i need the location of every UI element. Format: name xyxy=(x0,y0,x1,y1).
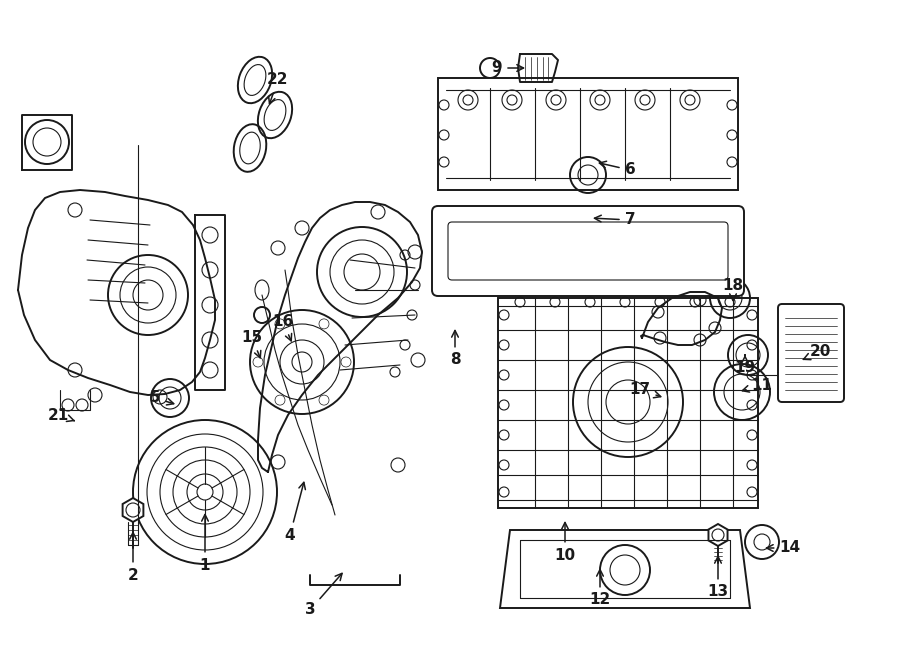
Text: 15: 15 xyxy=(241,330,263,358)
Text: 10: 10 xyxy=(554,522,576,563)
Text: 3: 3 xyxy=(305,573,342,618)
Text: 21: 21 xyxy=(48,408,75,422)
Text: 20: 20 xyxy=(804,344,831,359)
Polygon shape xyxy=(122,498,143,522)
Text: 4: 4 xyxy=(284,483,305,542)
Text: 8: 8 xyxy=(450,330,460,367)
Text: 6: 6 xyxy=(599,162,635,177)
Text: 9: 9 xyxy=(491,60,524,75)
Polygon shape xyxy=(498,298,758,508)
FancyBboxPatch shape xyxy=(778,304,844,402)
Text: 13: 13 xyxy=(707,557,729,600)
Text: 7: 7 xyxy=(595,213,635,228)
Text: 2: 2 xyxy=(128,532,139,583)
Text: 17: 17 xyxy=(629,383,661,398)
FancyBboxPatch shape xyxy=(448,222,728,280)
Text: 14: 14 xyxy=(767,540,801,555)
Polygon shape xyxy=(500,530,750,608)
Text: 12: 12 xyxy=(590,569,610,608)
FancyBboxPatch shape xyxy=(432,206,744,296)
Text: 19: 19 xyxy=(734,355,756,375)
Text: 22: 22 xyxy=(267,73,289,104)
Polygon shape xyxy=(708,524,727,546)
Text: 18: 18 xyxy=(723,277,743,301)
Text: 1: 1 xyxy=(200,514,211,573)
Text: 5: 5 xyxy=(149,391,174,406)
Polygon shape xyxy=(438,78,738,190)
Text: 16: 16 xyxy=(273,314,293,341)
Text: 11: 11 xyxy=(742,377,772,393)
